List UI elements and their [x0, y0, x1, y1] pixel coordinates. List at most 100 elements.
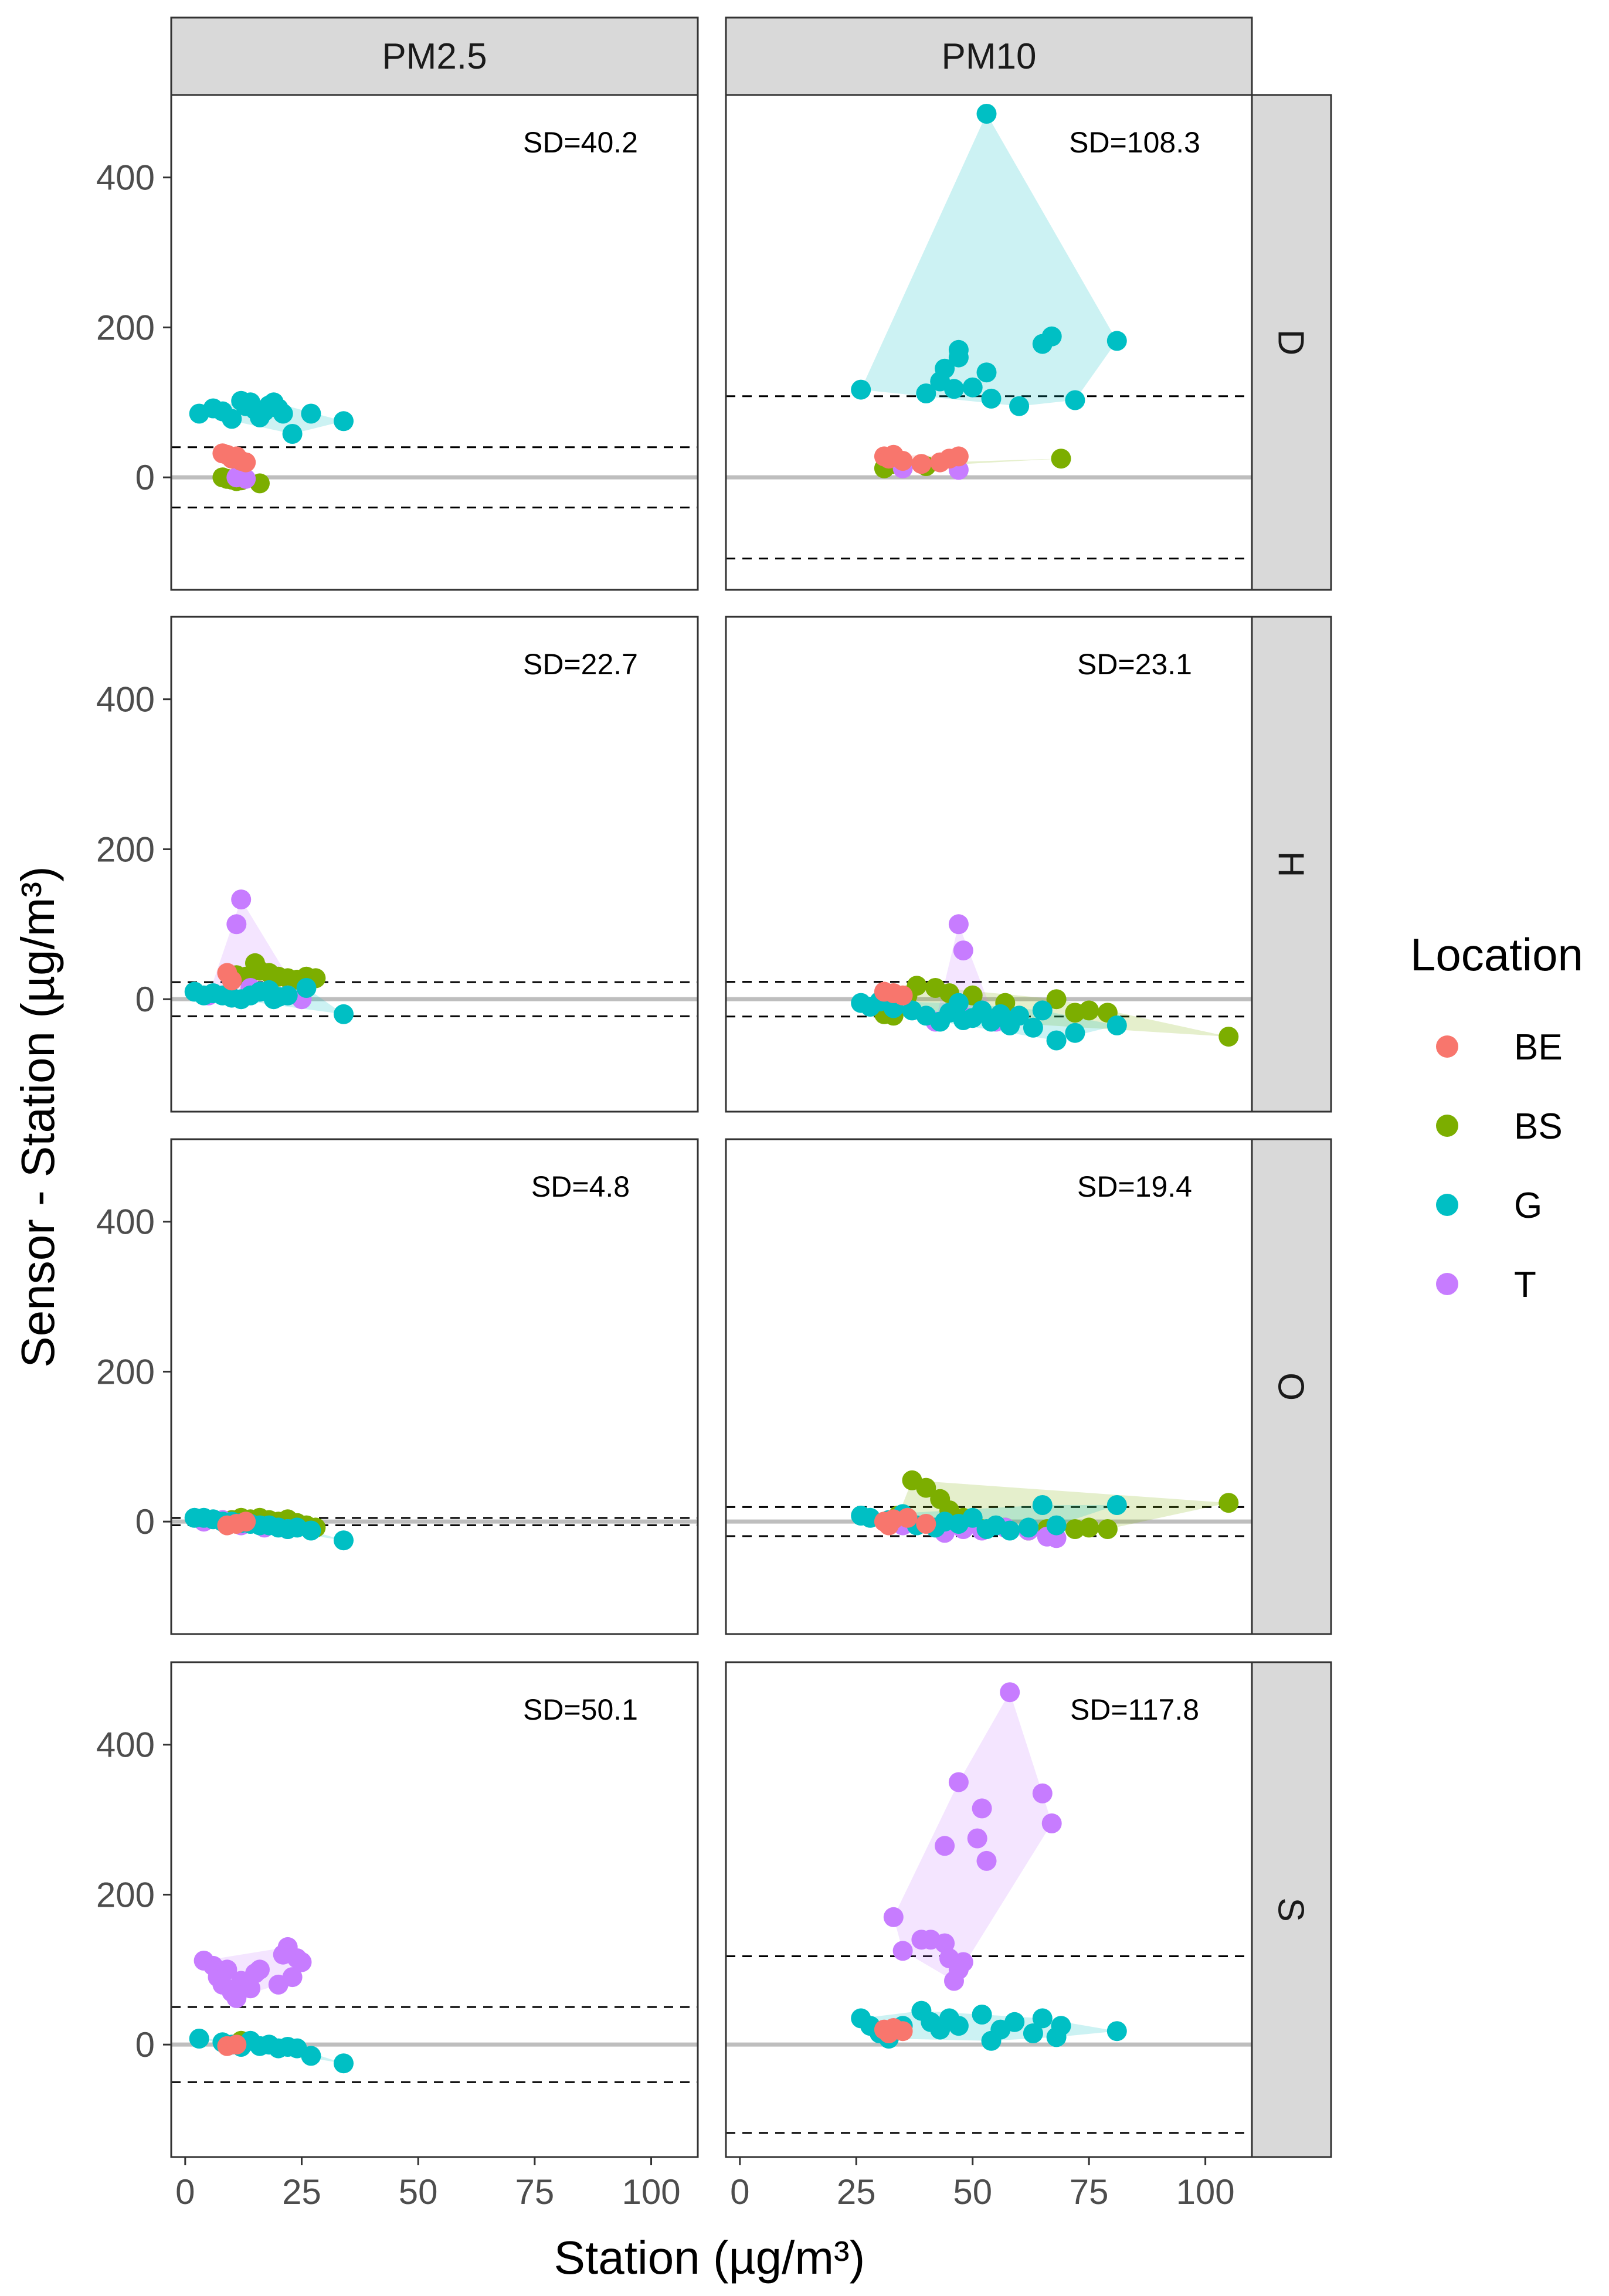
legend-key-G: [1436, 1194, 1458, 1216]
panel-border: [170, 1661, 699, 2158]
y-tick-label: 400: [96, 1726, 155, 1765]
panel-border: [725, 1138, 1253, 1635]
point-G: [334, 1530, 354, 1551]
point-G: [1106, 1015, 1127, 1035]
point-BS: [1051, 449, 1071, 469]
point-T: [226, 914, 247, 935]
point-G: [277, 985, 298, 1006]
legend-title: Location: [1410, 929, 1583, 980]
point-G: [972, 2005, 992, 2025]
point-T: [976, 1850, 997, 1871]
point-BS: [907, 976, 927, 996]
point-T: [953, 1952, 973, 1972]
point-G: [1065, 1023, 1085, 1043]
point-G: [962, 377, 983, 398]
y-axes: 0 200 400 0 200 400 0 200 400 0 200 400: [96, 158, 171, 2064]
point-G: [1032, 2008, 1053, 2029]
point-BE: [892, 451, 913, 471]
panel-border: [170, 1138, 699, 1635]
point-G: [1032, 1495, 1053, 1515]
column-strip-label: PM2.5: [382, 36, 487, 77]
point-BE: [892, 2021, 913, 2042]
point-T: [231, 889, 252, 910]
x-tick-label: 50: [399, 2172, 438, 2212]
point-G: [851, 379, 871, 400]
point-G: [976, 104, 997, 124]
point-T: [250, 1959, 270, 1980]
legend-key-BE: [1436, 1035, 1458, 1058]
point-G: [916, 383, 936, 403]
y-tick-label: 200: [96, 1875, 155, 1914]
point-G: [1106, 331, 1127, 351]
row-strip-label: H: [1271, 851, 1311, 878]
point-BE: [236, 1512, 256, 1532]
x-tick-label: 0: [730, 2172, 749, 2212]
x-axes: 0 25 50 75 100 0 25 50 75 100: [175, 2157, 1235, 2212]
point-BE: [226, 2035, 247, 2055]
y-tick-label: 200: [96, 308, 155, 347]
sd-label: SD=40.2: [523, 126, 638, 159]
point-T: [240, 1978, 261, 1999]
panel-plot-area: [726, 1682, 1252, 2134]
point-G: [1032, 1000, 1053, 1021]
panel-plot-area: [171, 1507, 698, 1551]
panel-H-PM10: SD=23.1: [725, 616, 1253, 1113]
y-tick-label: 0: [135, 458, 155, 497]
panel-H-PM25: SD=22.7: [170, 616, 699, 1113]
sd-label: SD=50.1: [523, 1693, 638, 1726]
y-tick-label: 200: [96, 830, 155, 869]
point-G: [334, 411, 354, 432]
legend-label-BS: BS: [1514, 1106, 1563, 1147]
point-BE: [948, 446, 969, 467]
point-BS: [1218, 1493, 1239, 1513]
point-BE: [236, 452, 256, 473]
x-tick-label: 100: [622, 2172, 680, 2212]
point-G: [334, 2053, 354, 2074]
point-G: [282, 424, 303, 444]
x-tick-label: 100: [1176, 2172, 1235, 2212]
sd-label: SD=4.8: [531, 1170, 630, 1203]
point-G: [1051, 2016, 1071, 2036]
y-tick-label: 400: [96, 158, 155, 198]
point-T: [948, 1772, 969, 1792]
y-tick-label: 400: [96, 680, 155, 719]
column-strip-PM10: [725, 16, 1253, 96]
point-BS: [916, 1478, 936, 1498]
point-T: [883, 1907, 904, 1927]
x-tick-label: 0: [175, 2172, 195, 2212]
point-G: [1023, 1017, 1043, 1038]
point-G: [301, 1520, 321, 1541]
y-axis-title: Sensor - Station (µg/m³): [12, 866, 64, 1367]
legend-label-G: G: [1514, 1186, 1542, 1226]
panel-border: [170, 616, 699, 1113]
point-BS: [1046, 989, 1067, 1010]
point-T: [948, 914, 969, 935]
legend: Location BE BS GT: [1410, 929, 1583, 1305]
point-BS: [1079, 1517, 1099, 1538]
x-tick-label: 50: [953, 2172, 992, 2212]
point-G: [1000, 1520, 1020, 1541]
point-G: [301, 403, 321, 424]
point-T: [953, 940, 973, 961]
point-T: [1000, 1682, 1020, 1703]
column-strip-PM25: [170, 16, 699, 96]
x-tick-label: 75: [1070, 2172, 1109, 2212]
y-tick-label: 0: [135, 1502, 155, 1541]
point-G: [1009, 396, 1030, 416]
sd-label: SD=108.3: [1069, 126, 1200, 159]
point-T: [236, 468, 256, 489]
point-G: [1009, 1006, 1030, 1026]
panel-plot-area: [171, 390, 698, 509]
point-G: [301, 2046, 321, 2066]
point-BE: [222, 970, 242, 991]
sd-label: SD=23.1: [1077, 648, 1192, 681]
panel-O-PM25: SD=4.8: [170, 1138, 699, 1635]
legend-key-BS: [1436, 1115, 1458, 1137]
point-G: [948, 339, 969, 360]
point-T: [935, 1836, 955, 1856]
panel-S-PM10: SD=117.8: [725, 1661, 1253, 2158]
point-G: [948, 2016, 969, 2036]
point-G: [189, 2029, 209, 2049]
panel-border: [725, 1661, 1253, 2158]
